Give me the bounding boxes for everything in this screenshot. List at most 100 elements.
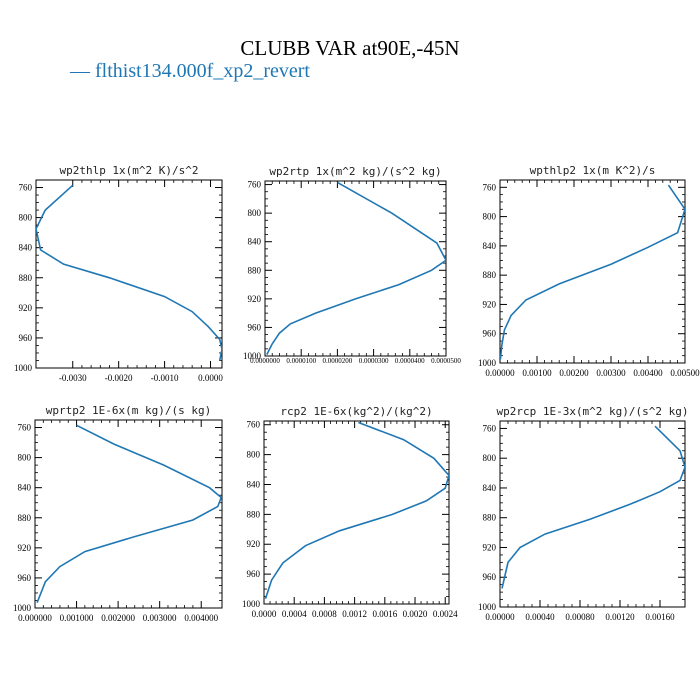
- y-tick-label: 880: [483, 513, 497, 523]
- plot-frame: [264, 180, 447, 357]
- y-tick-label: 760: [248, 180, 262, 190]
- y-tick-label: 840: [248, 237, 262, 247]
- plot-frame: [34, 419, 223, 609]
- plot-1: wp2thlp 1x(m^2 K)/s^2 760 800 840 880 920 960 1…: [14, 164, 223, 383]
- x-tick-label: 0.00000: [485, 612, 515, 622]
- y-tick-label: 800: [483, 212, 497, 222]
- x-tick-label: 0.00160: [645, 612, 675, 622]
- plot-frame: [499, 179, 686, 364]
- y-tick-label: 800: [18, 453, 32, 463]
- plot-title: wprtp2 1E-6x(m kg)/(s kg): [46, 404, 212, 417]
- y-tick-label: 760: [483, 423, 497, 433]
- y-tick-label: 760: [483, 182, 497, 192]
- series-line: [500, 184, 685, 360]
- x-tick-label: 0.0000400: [395, 357, 425, 365]
- x-tick-label: -0.0020: [105, 373, 133, 383]
- plot-title: wpthlp2 1x(m K^2)/s: [530, 164, 656, 177]
- y-tick-label: 1000: [13, 603, 32, 613]
- y-tick-label: 880: [18, 513, 32, 523]
- figure-title: CLUBB VAR at90E,-45N: [240, 36, 460, 60]
- x-tick-label: 0.0000300: [359, 357, 389, 365]
- y-tick-label: 800: [248, 208, 262, 218]
- y-tick-label: 960: [18, 573, 32, 583]
- y-tick-label: 880: [248, 265, 262, 275]
- y-tick-label: 1000: [243, 351, 262, 361]
- plot-4: wprtp2 1E-6x(m kg)/(s kg) 760 800 840 880 920…: [13, 404, 223, 623]
- x-tick-label: 0.0000: [198, 373, 223, 383]
- plot-title: rcp2 1E-6x(kg^2)/(kg^2): [280, 405, 432, 418]
- x-tick-label: -0.0030: [59, 373, 87, 383]
- y-tick-label: 1000: [478, 358, 497, 368]
- x-tick-label: 0.0016: [372, 609, 397, 619]
- series-line: [36, 424, 222, 603]
- y-tick-label: 880: [483, 270, 497, 280]
- x-tick-label: 0.00400: [633, 368, 663, 378]
- y-tick-label: 880: [247, 509, 261, 519]
- y-tick-label: 960: [483, 329, 497, 339]
- x-tick-label: 0.0004: [282, 609, 307, 619]
- x-tick-label: 0.00120: [605, 612, 635, 622]
- plot-5: rcp2 1E-6x(kg^2)/(kg^2) 760 800 840 880 920 96…: [242, 405, 458, 619]
- x-tick-label: 0.0000100: [286, 357, 316, 365]
- series-line: [501, 425, 685, 589]
- x-tick-label: 0.0020: [403, 609, 428, 619]
- y-tick-label: 920: [247, 539, 261, 549]
- y-tick-label: 920: [483, 299, 497, 309]
- plot-title: wp2rcp 1E-3x(m^2 kg)/(s^2 kg): [496, 405, 688, 418]
- y-tick-label: 920: [19, 303, 33, 313]
- x-tick-label: 0.002000: [101, 613, 135, 623]
- x-tick-label: 0.0000200: [323, 357, 353, 365]
- plot-frame: [35, 179, 223, 369]
- x-tick-label: 0.00500: [670, 368, 700, 378]
- x-tick-label: 0.00080: [565, 612, 595, 622]
- plot-frame: [263, 420, 450, 605]
- x-tick-label: 0.00300: [596, 368, 626, 378]
- x-tick-label: 0.0000: [252, 609, 277, 619]
- x-tick-label: 0.000000: [18, 613, 52, 623]
- y-tick-label: 840: [18, 483, 32, 493]
- x-tick-label: 0.0024: [433, 609, 458, 619]
- legend-label: flthist134.000f_xp2_revert: [95, 60, 310, 82]
- y-tick-label: 840: [483, 241, 497, 251]
- y-tick-label: 840: [247, 479, 261, 489]
- plot-6: wp2rcp 1E-3x(m^2 kg)/(s^2 kg) 760 800 840 88…: [478, 405, 689, 622]
- plot-3: wpthlp2 1x(m K^2)/s 760 800 840 880 920 960 100…: [478, 164, 700, 378]
- y-tick-label: 840: [483, 483, 497, 493]
- y-tick-label: 760: [247, 420, 261, 430]
- x-tick-label: 0.0000000: [250, 357, 280, 365]
- y-tick-label: 960: [247, 569, 261, 579]
- x-tick-label: 0.0000500: [431, 357, 461, 365]
- y-tick-label: 880: [19, 273, 33, 283]
- x-tick-label: 0.0012: [342, 609, 367, 619]
- x-tick-label: 0.00200: [559, 368, 589, 378]
- y-tick-label: 800: [247, 450, 261, 460]
- plot-title: wp2thlp 1x(m^2 K)/s^2: [59, 164, 198, 177]
- legend-line-marker: —: [70, 60, 90, 82]
- y-tick-label: 840: [19, 243, 33, 253]
- y-tick-label: 920: [18, 543, 32, 553]
- y-tick-label: 760: [18, 423, 32, 433]
- y-tick-label: 920: [248, 294, 262, 304]
- y-tick-label: 920: [483, 542, 497, 552]
- x-tick-label: 0.00100: [522, 368, 552, 378]
- x-tick-label: 0.004000: [184, 613, 218, 623]
- y-tick-label: 1000: [242, 599, 261, 609]
- plot-title: wp2rtp 1x(m^2 kg)/(s^2 kg): [269, 165, 441, 178]
- x-tick-label: 0.00000: [485, 368, 515, 378]
- x-tick-label: 0.003000: [143, 613, 177, 623]
- y-tick-label: 800: [483, 453, 497, 463]
- series-line: [266, 181, 446, 355]
- y-tick-label: 1000: [14, 363, 33, 373]
- plot-frame: [499, 420, 686, 608]
- y-tick-label: 1000: [478, 602, 497, 612]
- x-tick-label: -0.0010: [151, 373, 179, 383]
- x-tick-label: 0.001000: [60, 613, 94, 623]
- y-tick-label: 800: [19, 213, 33, 223]
- x-tick-label: 0.00040: [525, 612, 555, 622]
- y-tick-label: 960: [19, 333, 33, 343]
- y-tick-label: 960: [248, 322, 262, 332]
- x-tick-label: 0.0008: [312, 609, 337, 619]
- series-line: [36, 184, 222, 361]
- y-tick-label: 960: [483, 572, 497, 582]
